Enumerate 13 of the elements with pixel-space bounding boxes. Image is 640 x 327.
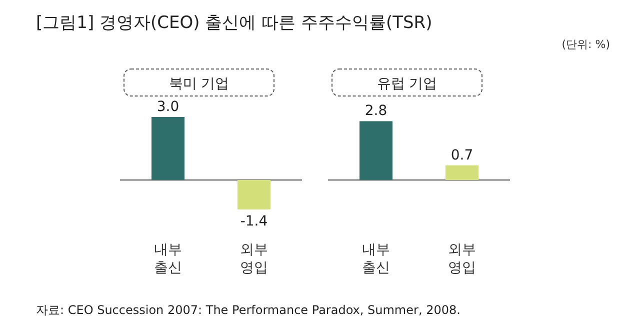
text: [그림1] 경영자(CEO) 출신에 따른 주주수익률(TSR) [36, 13, 432, 33]
x-tick-label: 외부 영입 [448, 242, 476, 276]
text: 자료: CEO Succession 2007: The Performance Paradox, Summer, 2008. [36, 303, 460, 317]
chart-title: 유럽 기업 [376, 76, 438, 92]
data-label: 3.0 [156, 99, 180, 115]
data-label: 0.7 [450, 147, 474, 164]
chart-title: 북미 기업 [168, 76, 230, 92]
x-tick-label: 내부 출신 [362, 242, 390, 276]
x-tick-label: 내부 출신 [154, 242, 182, 276]
data-label: -1.4 [240, 213, 268, 230]
x-tick-label: 외부 영입 [240, 242, 268, 276]
text: (단위: %) [562, 38, 610, 51]
data-label: 2.8 [364, 103, 388, 120]
